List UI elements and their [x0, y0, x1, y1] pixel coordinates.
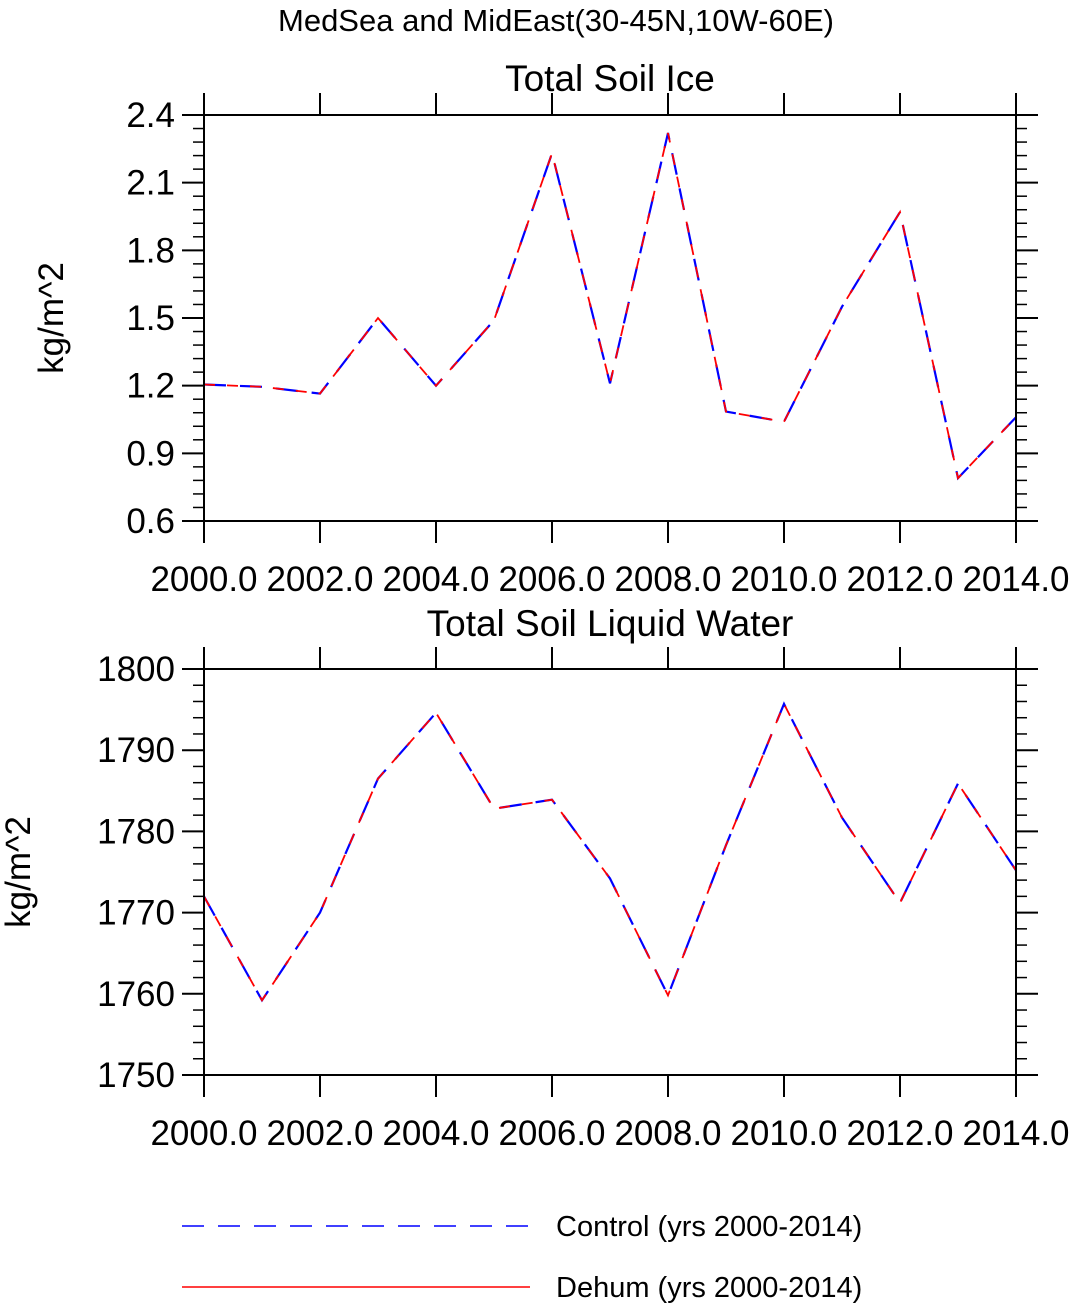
plot-lines: [203, 132, 1017, 481]
legend-label-dehum: Dehum (yrs 2000-2014): [556, 1272, 862, 1304]
y-tick-label: 1770: [97, 894, 175, 933]
y-tick-label: 1.2: [126, 367, 175, 406]
chart-title: Total Soil Ice: [505, 58, 715, 99]
y-tick-label: 1760: [97, 975, 175, 1014]
series-line-dehum: [203, 701, 1017, 1003]
x-tick-label: 2006.0: [498, 560, 605, 599]
y-axis-label: kg/m^2: [32, 262, 71, 374]
legend: Control (yrs 2000-2014) Dehum (yrs 2000-…: [182, 1211, 862, 1304]
y-tick-labels: 1750 1760 1770 1780 1790 1800: [97, 650, 175, 1095]
plot-lines: [203, 701, 1017, 1003]
x-tick-label: 2014.0: [962, 1114, 1069, 1153]
legend-label-control: Control (yrs 2000-2014): [556, 1211, 862, 1243]
y-tick-label: 1.8: [126, 231, 175, 270]
y-tick-label: 1800: [97, 650, 175, 689]
x-tick-label: 2002.0: [266, 560, 373, 599]
y-tick-label: 1750: [97, 1056, 175, 1095]
axis-ticks: [182, 647, 1038, 1097]
x-tick-labels: 2000.0 2002.0 2004.0 2006.0 2008.0 2010.0 2012…: [150, 560, 1069, 599]
plot-frame: [203, 668, 1017, 1076]
x-tick-label: 2010.0: [730, 1114, 837, 1153]
chart-title: Total Soil Liquid Water: [427, 603, 794, 644]
y-tick-label: 0.6: [126, 502, 175, 541]
y-tick-label: 1790: [97, 731, 175, 770]
y-tick-label: 2.1: [126, 164, 175, 203]
x-tick-label: 2002.0: [266, 1114, 373, 1153]
figure-title: MedSea and MidEast(30-45N,10W-60E): [278, 3, 834, 38]
x-tick-label: 2012.0: [846, 560, 953, 599]
chart-total-soil-ice: Total Soil Ice kg/m^2 2000.0 2002.0 2004.0…: [32, 58, 1070, 599]
series-line-control: [203, 132, 1017, 481]
chart-total-soil-liquid-water: Total Soil Liquid Water kg/m^2 2000.0 200…: [0, 603, 1070, 1153]
plot-frame: [203, 114, 1017, 522]
x-tick-label: 2014.0: [962, 560, 1069, 599]
x-tick-labels: 2000.0 2002.0 2004.0 2006.0 2008.0 2010.0 2012…: [150, 1114, 1069, 1153]
x-tick-label: 2004.0: [382, 560, 489, 599]
x-tick-label: 2010.0: [730, 560, 837, 599]
y-tick-label: 1.5: [126, 299, 175, 338]
x-tick-label: 2012.0: [846, 1114, 953, 1153]
x-tick-label: 2000.0: [150, 560, 257, 599]
x-tick-label: 2008.0: [614, 1114, 721, 1153]
series-line-control: [203, 701, 1017, 1003]
x-tick-label: 2008.0: [614, 560, 721, 599]
y-tick-label: 0.9: [126, 434, 175, 473]
y-axis-label: kg/m^2: [0, 816, 38, 928]
series-line-dehum: [203, 132, 1017, 480]
y-tick-labels: 0.6 0.9 1.2 1.5 1.8 2.1 2.4: [126, 96, 175, 541]
y-tick-label: 2.4: [126, 96, 175, 135]
axis-ticks: [182, 93, 1038, 543]
x-tick-label: 2006.0: [498, 1114, 605, 1153]
x-tick-label: 2004.0: [382, 1114, 489, 1153]
x-tick-label: 2000.0: [150, 1114, 257, 1153]
y-tick-label: 1780: [97, 812, 175, 851]
